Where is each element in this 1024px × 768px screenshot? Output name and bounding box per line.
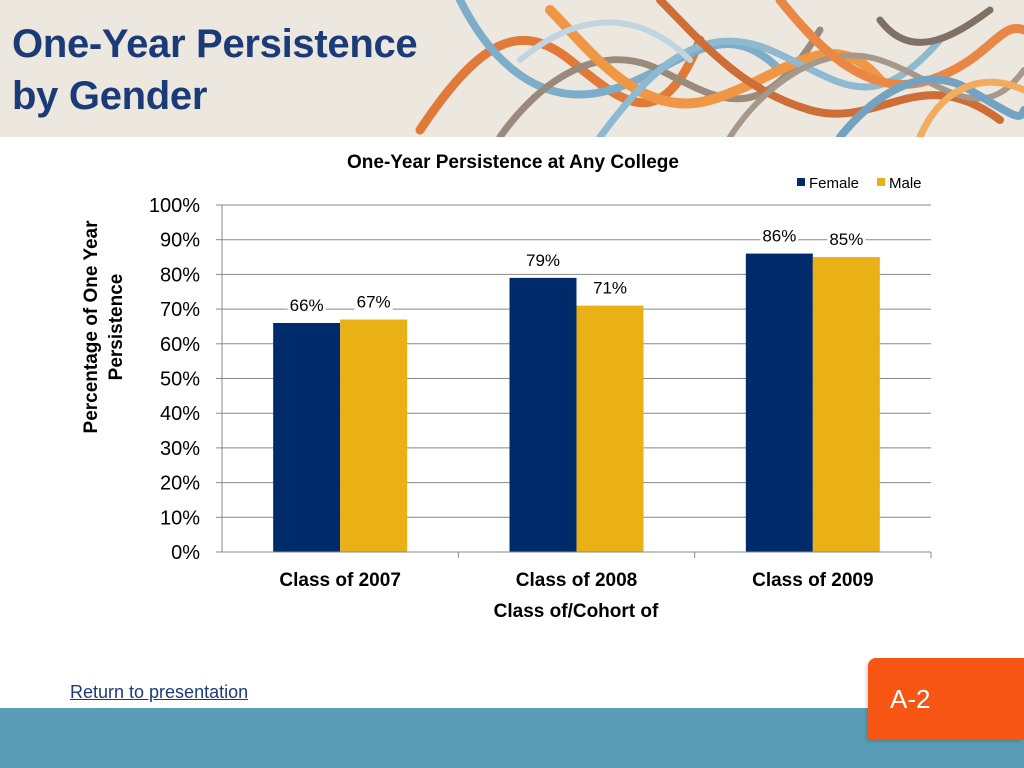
- y-tick-label: 80%: [160, 264, 200, 286]
- bar-chart: 0% 10% 20% 30% 40% 50% 60% 70% 80% 90% 100% 66% 67%…: [81, 152, 932, 622]
- y-tick-label: 10%: [160, 507, 200, 529]
- data-label-bg: [524, 249, 562, 271]
- page-number-label: A-2: [890, 684, 931, 714]
- chart-legend: Female Male: [797, 175, 922, 192]
- data-label: 67%: [357, 293, 391, 312]
- bar-female: [745, 253, 813, 552]
- x-tick-label: Class of 2008: [516, 570, 637, 591]
- bar-female: [273, 322, 341, 552]
- x-axis-label: Class of/Cohort of: [494, 601, 659, 622]
- legend-label-male: Male: [889, 175, 922, 192]
- slide-title: One-Year Persistence by Gender: [12, 22, 418, 118]
- decorative-ribbon-art: [415, 0, 1024, 137]
- x-tick-label: Class of 2007: [279, 570, 400, 591]
- footer-band: [0, 708, 1024, 768]
- y-axis-ticks: 0% 10% 20% 30% 40% 50% 60% 70% 80% 90% 100%: [149, 195, 222, 564]
- bar-male: [812, 257, 880, 552]
- y-tick-label: 90%: [160, 230, 200, 252]
- y-tick-label: 0%: [171, 542, 200, 564]
- y-tick-label: 30%: [160, 438, 200, 460]
- chart-title: One-Year Persistence at Any College: [347, 152, 679, 173]
- data-label-bg: [287, 294, 326, 316]
- page-number-badge: A-2: [868, 658, 1024, 740]
- data-label-bg: [760, 225, 799, 247]
- y-tick-label: 40%: [160, 403, 200, 425]
- data-label: 66%: [290, 296, 324, 315]
- slide-header: One-Year Persistence by Gender: [0, 0, 1024, 137]
- y-tick-label: 20%: [160, 473, 200, 495]
- bar-male: [576, 305, 644, 552]
- bar-female: [509, 277, 577, 552]
- legend-swatch-female: [797, 178, 805, 186]
- y-axis-label: Percentage of One Year Persistence: [81, 220, 127, 434]
- data-labels: 66% 67% 79% 71% 86% 85%: [287, 225, 866, 316]
- y-axis-label-line: Persistence: [106, 274, 127, 381]
- y-axis-label-line: Percentage of One Year: [81, 220, 102, 434]
- return-to-presentation-link[interactable]: Return to presentation: [70, 682, 249, 702]
- x-tick-label: Class of 2009: [752, 570, 873, 591]
- y-tick-label: 100%: [149, 195, 200, 217]
- y-tick-label: 70%: [160, 299, 200, 321]
- data-label-bg: [827, 229, 866, 251]
- data-label: 86%: [762, 227, 796, 246]
- data-label: 79%: [526, 251, 560, 270]
- data-label-bg: [591, 277, 629, 299]
- data-label: 85%: [829, 230, 863, 249]
- data-label: 71%: [593, 279, 627, 298]
- data-label-bg: [354, 291, 393, 313]
- legend-swatch-male: [877, 178, 885, 186]
- y-tick-label: 50%: [160, 369, 200, 391]
- legend-label-female: Female: [809, 175, 859, 192]
- bars: [273, 253, 880, 552]
- x-axis-ticks: Class of 2007 Class of 2008 Class of 2009: [279, 552, 932, 591]
- bar-male: [340, 319, 408, 552]
- y-tick-label: 60%: [160, 334, 200, 356]
